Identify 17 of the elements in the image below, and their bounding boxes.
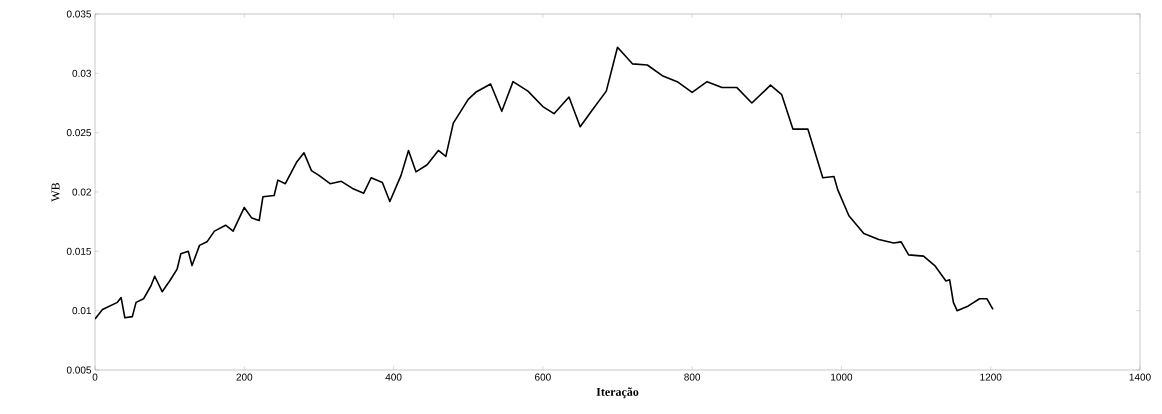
x-axis-title: Iteração: [596, 387, 639, 399]
x-tick-label: 1400: [1129, 373, 1151, 381]
y-tick-label: 0.015: [66, 247, 92, 255]
y-tick-label: 0.02: [72, 188, 91, 196]
x-tick-label: 400: [385, 373, 402, 381]
x-tick-label: 0: [92, 373, 98, 381]
x-tick-label: 200: [236, 373, 253, 381]
y-tick-label: 0.03: [72, 69, 92, 77]
x-tick-label: 800: [684, 373, 701, 381]
x-tick-label: 1200: [980, 373, 1002, 381]
y-tick-label: 0.035: [66, 10, 92, 18]
y-tick-label: 0.005: [66, 366, 92, 374]
y-tick-label: 0.025: [66, 129, 92, 137]
y-tick-label: 0.01: [72, 307, 91, 315]
x-tick-label: 600: [535, 373, 551, 381]
y-axis-title: WB: [51, 182, 60, 202]
x-tick-label: 1000: [831, 373, 853, 381]
